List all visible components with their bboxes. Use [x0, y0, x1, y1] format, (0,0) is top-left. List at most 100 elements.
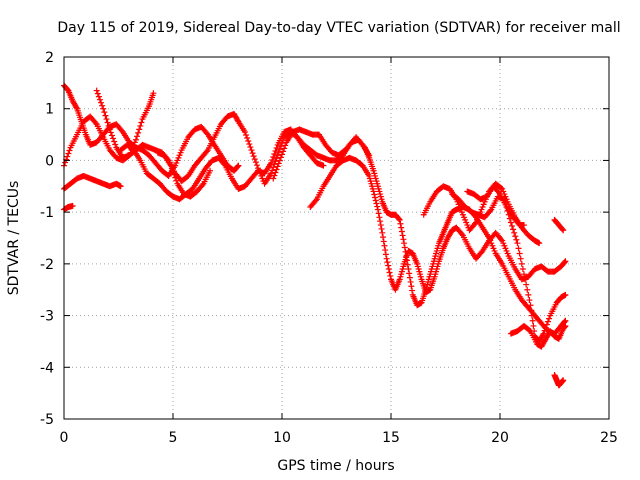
- data-point-marker: [111, 138, 118, 145]
- data-point-marker: [221, 161, 228, 168]
- data-point-marker: [277, 143, 284, 150]
- x-tick-label: 10: [273, 430, 291, 446]
- y-tick-label: -4: [40, 360, 54, 376]
- data-point-marker: [398, 228, 405, 235]
- data-point-marker: [167, 162, 174, 169]
- data-point-marker: [117, 183, 124, 190]
- data-point-marker: [66, 147, 73, 154]
- data-point-marker: [406, 270, 413, 277]
- data-point-marker: [385, 266, 392, 273]
- data-point-marker: [371, 191, 378, 198]
- data-point-marker: [272, 147, 279, 154]
- data-point-marker: [518, 260, 525, 267]
- data-point-marker: [540, 330, 547, 337]
- data-point-marker: [508, 222, 515, 229]
- data-point-marker: [170, 168, 176, 175]
- series-trace-a: [61, 82, 242, 179]
- data-point-marker: [276, 157, 283, 164]
- y-tick-label: 0: [45, 153, 54, 169]
- x-axis-label: GPS time / hours: [277, 458, 394, 474]
- data-point-marker: [487, 207, 494, 214]
- series-trace-o: [551, 216, 567, 234]
- data-point-marker: [559, 226, 566, 233]
- data-point-marker: [528, 307, 535, 314]
- data-point-marker: [273, 144, 280, 151]
- data-point-marker: [378, 225, 385, 232]
- data-point-marker: [270, 164, 277, 171]
- y-axis-label: SDTVAR / TECUs: [6, 181, 22, 296]
- data-point-marker: [528, 312, 535, 319]
- data-point-marker: [382, 247, 389, 254]
- data-point-marker: [134, 133, 141, 140]
- data-point-marker: [276, 146, 283, 153]
- data-point-marker: [387, 272, 394, 279]
- data-point-marker: [409, 287, 416, 294]
- data-point-marker: [136, 126, 143, 133]
- data-point-marker: [293, 132, 300, 139]
- data-point-marker: [381, 242, 388, 249]
- data-point-marker: [253, 162, 260, 169]
- data-point-marker: [399, 232, 406, 239]
- data-point-marker: [380, 238, 387, 245]
- data-point-marker: [515, 245, 522, 252]
- data-point-marker: [108, 132, 115, 139]
- data-point-marker: [370, 188, 377, 195]
- data-series: [61, 82, 569, 389]
- data-point-marker: [95, 93, 102, 100]
- series-trace-e: [61, 202, 76, 213]
- data-point-marker: [320, 162, 327, 169]
- data-point-marker: [562, 317, 569, 324]
- data-point-marker: [73, 104, 80, 111]
- data-point-marker: [404, 261, 411, 268]
- data-point-marker: [517, 255, 524, 262]
- data-point-marker: [397, 220, 404, 227]
- data-point-marker: [171, 171, 178, 178]
- data-point-marker: [544, 318, 551, 325]
- data-point-marker: [271, 150, 278, 157]
- data-point-marker: [92, 119, 99, 126]
- y-tick-label: 2: [45, 50, 54, 66]
- data-point-marker: [530, 322, 537, 329]
- data-point-marker: [539, 331, 546, 338]
- data-point-marker: [372, 194, 379, 201]
- data-point-marker: [268, 170, 275, 177]
- data-point-marker: [498, 185, 505, 192]
- data-point-marker: [384, 259, 391, 266]
- x-tick-label: 25: [600, 430, 618, 446]
- data-point-marker: [377, 222, 384, 229]
- data-point-marker: [252, 159, 259, 166]
- series-trace-l: [464, 183, 527, 229]
- data-point-marker: [248, 147, 255, 154]
- data-point-marker: [511, 229, 518, 236]
- data-point-marker: [273, 166, 280, 173]
- data-point-marker: [524, 286, 531, 293]
- data-point-marker: [271, 172, 278, 179]
- data-point-marker: [405, 266, 412, 273]
- x-tick-label: 0: [60, 430, 69, 446]
- data-point-marker: [235, 162, 242, 169]
- data-point-marker: [514, 240, 521, 247]
- data-point-marker: [478, 249, 485, 256]
- data-point-marker: [560, 227, 567, 234]
- data-point-marker: [407, 278, 414, 285]
- y-tick-label: -5: [40, 412, 54, 428]
- data-point-marker: [103, 116, 110, 123]
- data-point-marker: [526, 297, 533, 304]
- data-point-marker: [249, 150, 256, 157]
- y-tick-label: -3: [40, 309, 54, 325]
- data-point-marker: [562, 322, 569, 329]
- data-point-marker: [541, 327, 548, 334]
- data-point-marker: [360, 143, 367, 150]
- data-point-marker: [244, 135, 251, 142]
- data-point-marker: [374, 206, 381, 213]
- data-point-marker: [272, 158, 279, 165]
- data-point-marker: [274, 152, 281, 159]
- data-point-marker: [280, 148, 287, 155]
- data-point-marker: [525, 291, 532, 298]
- data-point-marker: [207, 167, 214, 174]
- data-point-marker: [64, 153, 71, 160]
- y-tick-label: -1: [40, 205, 54, 221]
- data-point-marker: [234, 117, 241, 124]
- data-point-marker: [383, 255, 390, 262]
- data-point-marker: [372, 197, 379, 204]
